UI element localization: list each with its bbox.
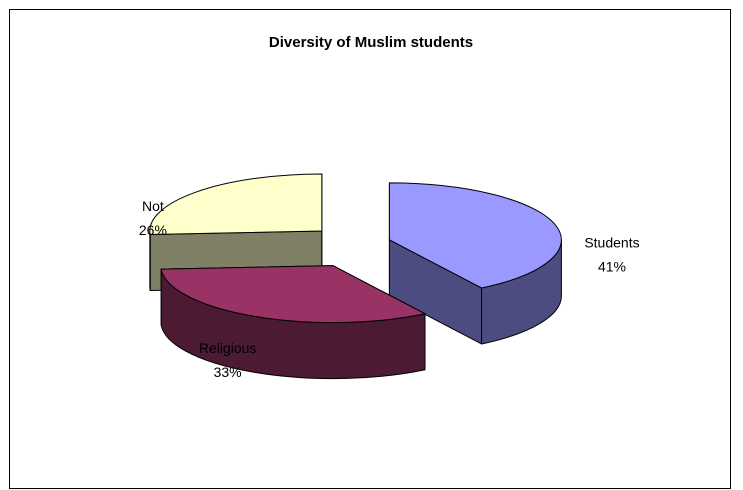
pie-chart: Not 26% Students 41% Religious 33%: [10, 10, 732, 490]
slice-top-not: [150, 174, 322, 235]
slice-value-religious: 33%: [214, 364, 242, 380]
slice-label-religious: Religious: [199, 340, 257, 356]
slice-value-not: 26%: [139, 222, 167, 238]
slice-value-students: 41%: [598, 259, 626, 275]
slice-label-not: Not: [142, 198, 164, 214]
slice-label-students: Students: [584, 235, 639, 251]
